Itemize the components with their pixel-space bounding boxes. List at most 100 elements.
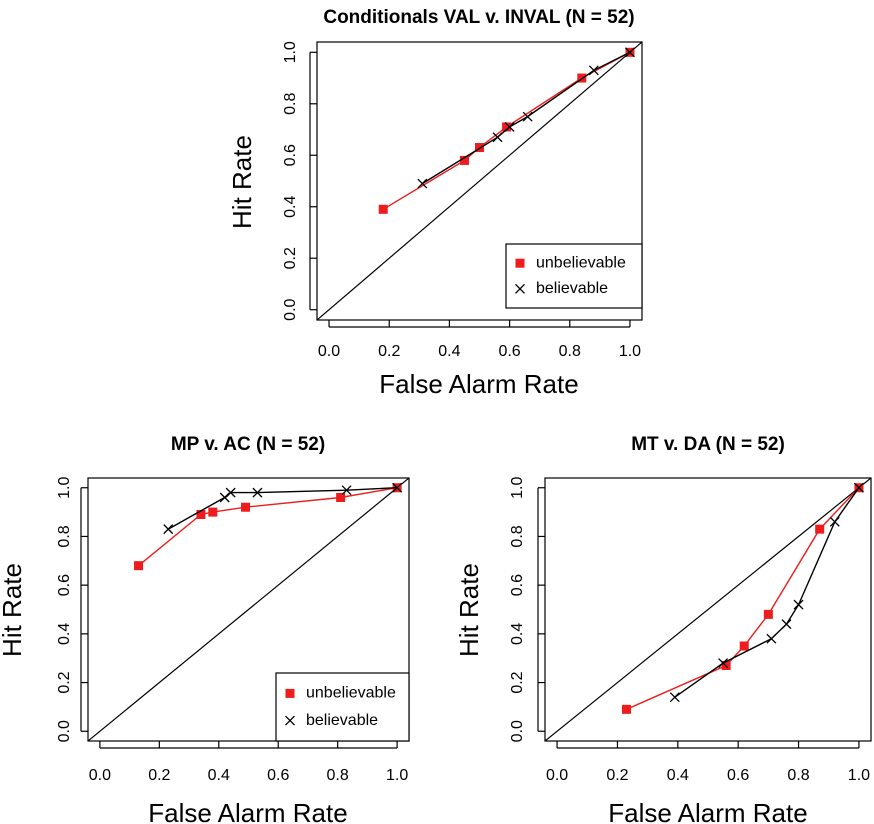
- chart-title: Conditionals VAL v. INVAL (N = 52): [323, 7, 634, 28]
- data-point-unbelievable: [378, 204, 388, 214]
- y-tick-label: 0.4: [56, 623, 73, 645]
- data-point-believable: [793, 599, 804, 610]
- chance-diagonal: [88, 478, 409, 741]
- chance-diagonal: [545, 478, 871, 741]
- x-tick-label: 0.4: [208, 767, 230, 784]
- legend-marker-unbelievable: [285, 688, 295, 698]
- y-tick-label: 0.0: [509, 720, 526, 742]
- data-point-unbelievable: [208, 507, 218, 517]
- data-point-believable-stroke-b: [718, 658, 729, 669]
- y-tick-label: 0.8: [282, 93, 299, 115]
- data-point-believable-stroke-b: [853, 482, 864, 493]
- data-point-believable-stroke-b: [492, 132, 503, 143]
- y-tick-label: 1.0: [509, 477, 526, 499]
- series-believable: [417, 47, 635, 189]
- x-tick-label: 0.2: [378, 343, 400, 360]
- legend-label-believable: believable: [536, 280, 608, 297]
- legend-label-believable: believable: [306, 712, 378, 729]
- data-point-believable: [718, 658, 729, 669]
- y-tick-label: 0.4: [509, 623, 526, 645]
- data-point-believable: [829, 516, 840, 527]
- data-point-believable-stroke-b: [522, 111, 533, 122]
- chart-title: MT v. DA (N = 52): [631, 434, 785, 455]
- data-point-believable: [341, 485, 352, 496]
- x-tick-label: 0.0: [546, 767, 568, 784]
- data-point-believable: [522, 111, 533, 122]
- data-point-believable: [504, 121, 515, 132]
- legend-label-unbelievable: unbelievable: [536, 254, 626, 271]
- y-tick-label: 0.8: [509, 525, 526, 547]
- legend-marker-believable: [285, 715, 295, 726]
- x-tick-label: 0.2: [148, 767, 170, 784]
- data-point-believable: [392, 482, 403, 493]
- data-point-believable: [625, 47, 635, 58]
- x-axis-label: False Alarm Rate: [608, 798, 807, 824]
- legend-marker-unbelievable: [515, 258, 525, 268]
- y-tick-label: 0.2: [282, 247, 299, 269]
- data-point-unbelievable: [241, 502, 251, 512]
- y-tick-label: 1.0: [282, 41, 299, 63]
- data-point-believable: [417, 178, 428, 189]
- x-tick-label: 0.4: [667, 767, 689, 784]
- y-tick-label: 0.4: [282, 196, 299, 218]
- data-point-believable-stroke-b: [225, 487, 236, 498]
- chart-title: MP v. AC (N = 52): [171, 434, 325, 455]
- x-tick-label: 0.8: [787, 767, 809, 784]
- x-tick-label: 1.0: [386, 767, 408, 784]
- data-point-unbelievable: [459, 155, 469, 165]
- y-tick-label: 0.0: [282, 298, 299, 320]
- data-point-unbelievable: [196, 510, 206, 520]
- legend-label-unbelievable: unbelievable: [306, 685, 396, 702]
- data-point-believable-stroke-b: [625, 47, 635, 58]
- x-tick-label: 0.6: [498, 343, 520, 360]
- x-tick-label: 0.8: [559, 343, 581, 360]
- x-tick-label: 0.0: [89, 767, 111, 784]
- chance-diagonal: [317, 42, 642, 320]
- data-point-unbelievable: [622, 704, 631, 714]
- data-point-believable-stroke-b: [793, 599, 804, 610]
- data-point-believable-stroke-b: [252, 487, 263, 498]
- data-point-believable: [853, 482, 864, 493]
- legend-marker-believable-stroke-b: [285, 715, 295, 726]
- data-point-unbelievable: [502, 122, 512, 132]
- data-point-believable: [766, 633, 777, 644]
- data-point-believable-stroke-b: [504, 121, 515, 132]
- data-point-unbelievable: [336, 492, 346, 502]
- data-point-believable-stroke-b: [781, 619, 792, 630]
- y-tick-label: 0.6: [282, 144, 299, 166]
- data-point-believable-stroke-b: [219, 492, 230, 503]
- data-point-believable: [225, 487, 236, 498]
- data-point-believable-stroke-b: [341, 485, 352, 496]
- y-axis-label: Hit Rate: [0, 563, 27, 657]
- chart-bottom-left: MP v. AC (N = 52) False Alarm Rate Hit Rat…: [0, 434, 410, 824]
- legend: unbelievable believable: [505, 243, 643, 309]
- data-point-believable: [669, 692, 680, 703]
- x-tick-label: 1.0: [848, 767, 870, 784]
- y-tick-label: 0.2: [509, 671, 526, 693]
- series-believable: [163, 482, 403, 535]
- y-axis-label: Hit Rate: [227, 135, 257, 229]
- chart-top: Conditionals VAL v. INVAL (N = 52) False …: [227, 7, 643, 399]
- data-point-believable-stroke-b: [417, 178, 428, 189]
- data-point-believable-stroke-b: [163, 524, 174, 535]
- y-tick-label: 1.0: [56, 477, 73, 499]
- plot-frame: [544, 477, 872, 742]
- series-line-believable: [167, 487, 398, 530]
- data-point-believable: [252, 487, 263, 498]
- series-believable: [669, 482, 864, 703]
- data-point-believable-stroke-b: [829, 516, 840, 527]
- data-point-believable: [163, 524, 174, 535]
- legend-marker-believable: [515, 283, 525, 294]
- data-point-unbelievable: [815, 524, 825, 534]
- plot-frame: [87, 477, 410, 742]
- legend-marker-believable-stroke-b: [515, 283, 525, 294]
- data-point-unbelievable: [134, 561, 144, 571]
- data-point-believable: [781, 619, 792, 630]
- x-tick-label: 1.0: [619, 343, 641, 360]
- x-tick-label: 0.0: [318, 343, 340, 360]
- data-point-believable: [219, 492, 230, 503]
- y-axis-label: Hit Rate: [454, 563, 484, 657]
- y-tick-label: 0.8: [56, 525, 73, 547]
- y-tick-label: 0.2: [56, 671, 73, 693]
